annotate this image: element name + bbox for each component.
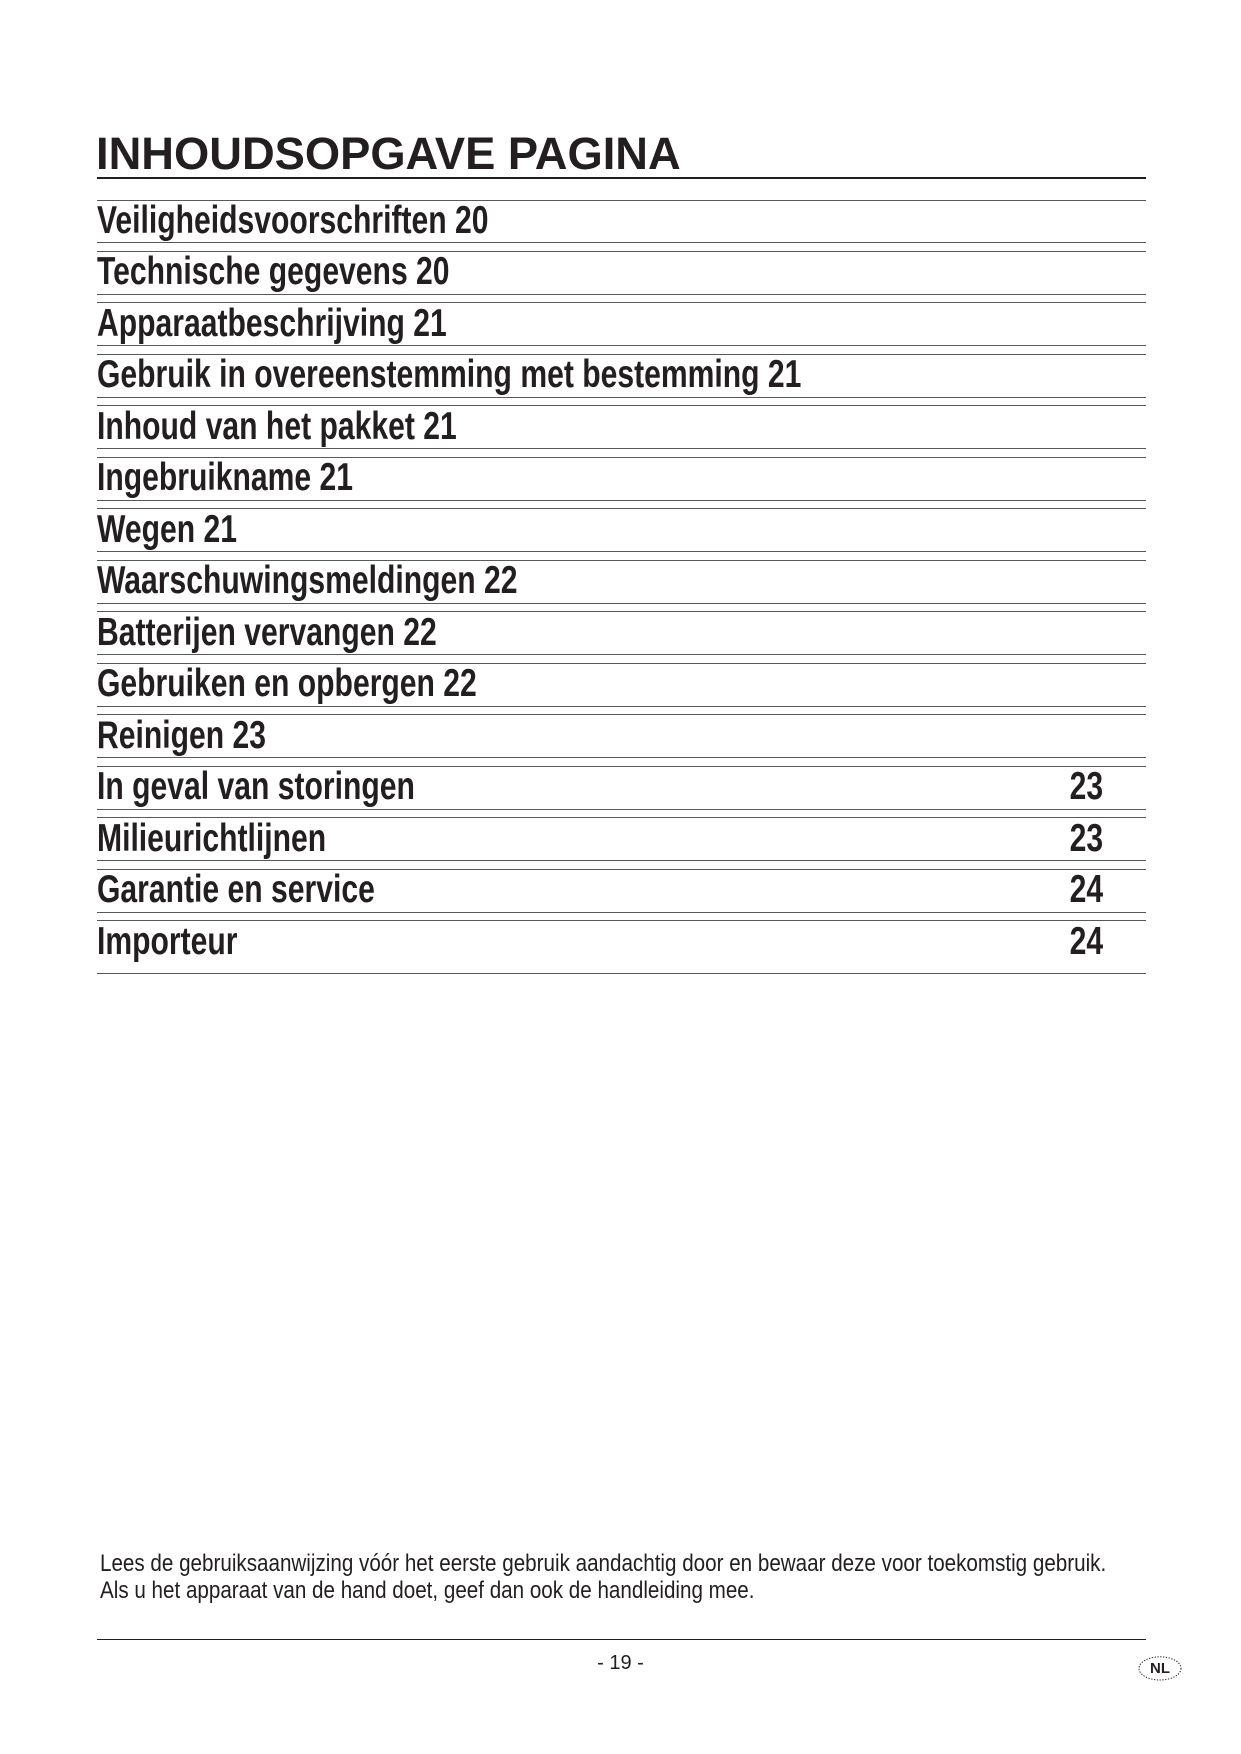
svg-text:NL: NL: [1150, 1660, 1170, 1677]
